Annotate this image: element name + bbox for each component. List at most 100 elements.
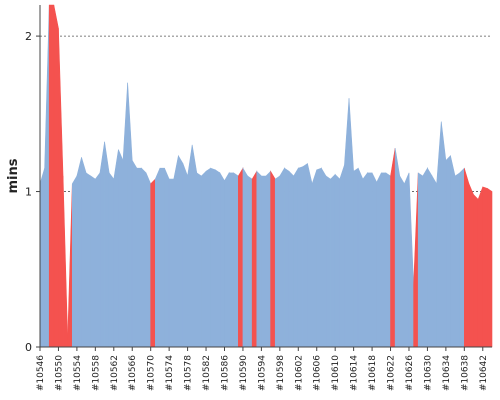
x-tick-label: #10590 <box>239 355 249 391</box>
x-tick-label: #10610 <box>331 355 341 391</box>
x-tick-label: #10586 <box>220 355 230 391</box>
failed-build-area-segment <box>477 186 484 348</box>
y-tick-label: 2 <box>25 30 32 43</box>
build-area-segment <box>408 172 414 348</box>
build-area-segment <box>210 167 216 348</box>
build-area-segment <box>454 172 461 348</box>
failed-build-area-segment <box>413 172 419 348</box>
build-area-segment <box>214 169 221 348</box>
build-area-segment <box>367 172 373 348</box>
build-area-segment <box>196 172 202 348</box>
build-area-segment <box>450 155 456 348</box>
x-tick-label: #10626 <box>405 355 415 391</box>
build-area-segment <box>136 167 142 348</box>
failed-build-area-segment <box>482 186 488 348</box>
build-area-segment <box>297 166 304 348</box>
build-area-segment <box>205 167 211 348</box>
failed-build-area-segment <box>251 170 258 348</box>
build-area-segment <box>417 172 424 348</box>
build-area-segment <box>233 172 239 348</box>
y-tick-label: 1 <box>25 186 32 199</box>
build-area-segment <box>422 167 428 348</box>
build-area-segment <box>321 167 327 348</box>
y-tick-label: 0 <box>25 341 32 354</box>
y-tick-layer: 0 1 2 <box>25 30 40 354</box>
build-area-segment <box>376 172 382 348</box>
build-area-segment <box>201 170 207 348</box>
build-area-segment <box>431 174 437 348</box>
build-area-segment <box>164 168 170 348</box>
build-area-segment <box>219 171 225 348</box>
build-area-segment <box>168 178 175 348</box>
build-area-segment <box>394 147 401 348</box>
build-area-segment <box>344 98 350 348</box>
x-tick-label: #10598 <box>276 355 286 391</box>
failed-build-area-segment <box>238 167 244 348</box>
x-tick-label: #10566 <box>128 355 138 391</box>
build-area-segment <box>256 170 262 348</box>
x-tick-label: #10570 <box>147 355 157 391</box>
x-tick-label: #10574 <box>165 355 175 391</box>
build-area-segment <box>436 121 442 348</box>
x-tick-label: #10554 <box>73 355 83 391</box>
build-area-segment <box>108 171 115 348</box>
build-area-segment <box>127 82 133 348</box>
build-area-segment <box>173 155 179 348</box>
build-area-segment <box>131 159 138 348</box>
build-area-segment <box>141 167 147 348</box>
build-area-segment <box>330 173 336 348</box>
build-area-segment <box>302 162 308 348</box>
build-area-segment <box>348 98 354 348</box>
x-tick-label: #10546 <box>36 355 46 391</box>
build-area-segment <box>381 172 387 348</box>
failed-build-area-segment <box>150 178 156 348</box>
build-area-segment <box>334 173 341 348</box>
area-layer <box>39 4 493 348</box>
build-area-segment <box>362 171 368 348</box>
x-tick-label: #10630 <box>423 355 433 391</box>
failed-build-area-segment <box>53 4 59 348</box>
build-area-segment <box>90 175 96 348</box>
build-area-segment <box>284 167 290 348</box>
build-area-segment <box>385 172 391 348</box>
build-area-segment <box>187 144 193 348</box>
build-area-segment <box>71 174 78 348</box>
build-area-segment <box>371 172 377 348</box>
build-area-segment <box>316 167 322 348</box>
build-area-segment <box>44 4 50 348</box>
build-area-segment <box>85 172 92 348</box>
build-area-segment <box>427 167 433 348</box>
build-area-segment <box>242 167 248 348</box>
build-area-segment <box>159 167 165 348</box>
build-area-segment <box>118 149 124 348</box>
build-area-segment <box>279 167 285 348</box>
failed-build-area-segment <box>58 28 64 348</box>
build-area-segment <box>76 157 82 348</box>
build-area-segment <box>182 163 188 348</box>
x-tick-label: #10606 <box>313 355 323 391</box>
build-area-segment <box>399 174 405 348</box>
failed-build-area-segment <box>468 183 474 348</box>
failed-build-area-segment <box>48 4 55 348</box>
x-tick-label: #10618 <box>368 355 378 391</box>
x-tick-label: #10634 <box>442 355 452 391</box>
build-area-segment <box>178 154 184 348</box>
build-area-segment <box>440 121 447 348</box>
x-tick-label: #10642 <box>479 355 489 391</box>
axis-layer <box>39 5 492 348</box>
build-area-segment <box>247 175 253 348</box>
build-area-segment <box>113 149 119 348</box>
build-area-segment <box>39 168 45 348</box>
x-tick-label: #10558 <box>91 355 101 391</box>
build-area-segment <box>99 141 105 348</box>
build-area-segment <box>353 167 359 348</box>
build-area-segment <box>307 163 313 348</box>
x-tick-label: #10550 <box>54 355 64 391</box>
build-area-segment <box>274 175 281 348</box>
build-area-segment <box>311 169 318 348</box>
build-area-segment <box>293 167 299 348</box>
x-tick-label: #10614 <box>350 355 360 391</box>
build-area-segment <box>265 170 271 348</box>
